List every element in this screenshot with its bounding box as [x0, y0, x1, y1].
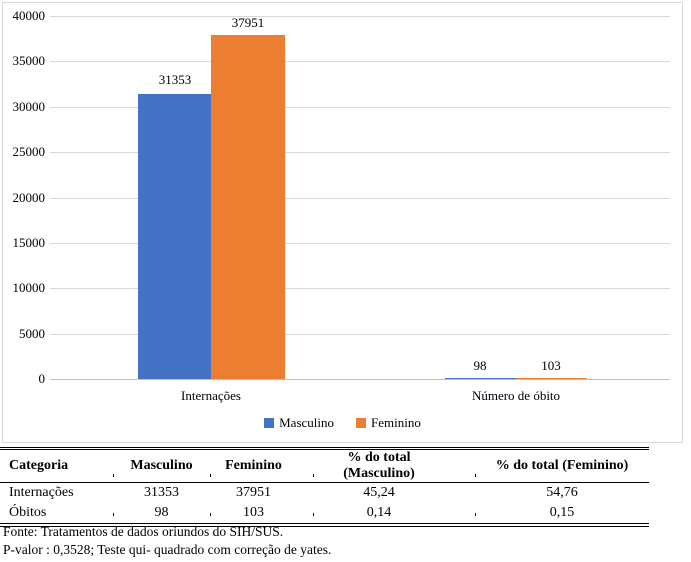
summary-table: Categoria Masculino Feminino % do total … [0, 447, 649, 527]
cell-categoria: Internações [9, 485, 74, 501]
column-divider-tick [113, 513, 114, 516]
y-axis-tick-label: 20000 [12, 190, 46, 205]
cell-value: 0,14 [366, 505, 392, 520]
header-pct-masculino: % do total (Masculino) [313, 448, 475, 483]
x-axis-line [50, 379, 670, 380]
column-divider-tick [475, 474, 476, 477]
category-label-internacoes: Internações [181, 388, 241, 403]
legend-label-feminino: Feminino [371, 415, 421, 430]
legend-label-masculino: Masculino [279, 415, 335, 430]
column-divider-tick [313, 513, 314, 516]
gridline [50, 152, 670, 153]
cell-categoria: Óbitos [9, 505, 47, 520]
header-masculino: Masculino [113, 448, 210, 483]
plot-area: 31353 37951 98 103 Internações Número de… [50, 15, 670, 403]
cell-value: 45,24 [363, 485, 395, 501]
data-label-masculino-internacoes: 31353 [158, 72, 192, 87]
column-divider-tick [210, 513, 211, 516]
gridline [50, 288, 670, 289]
y-axis-tick-label: 25000 [12, 144, 46, 159]
legend-swatch-feminino-icon [356, 418, 367, 428]
header-feminino: Feminino [210, 448, 313, 483]
y-axis-tick-label: 0 [38, 371, 46, 386]
gridline [50, 334, 670, 335]
column-divider-tick [210, 474, 211, 477]
footer-notes: Fonte: Tratamentos de dados oriundos do … [3, 523, 331, 559]
column-divider-tick [475, 513, 476, 516]
column-divider-tick [313, 474, 314, 477]
y-axis-tick-label: 15000 [12, 235, 46, 250]
gridline [50, 61, 670, 62]
bar-feminino-numero-de-obito [516, 378, 587, 379]
bar-masculino-internacoes [138, 94, 211, 379]
data-label-feminino-internacoes: 37951 [231, 15, 265, 30]
cell-value: 37951 [236, 485, 271, 501]
header-pct-feminino: % do total (Feminino) [475, 448, 649, 483]
footer-pvalue: P-valor : 0,3528; Teste qui- quadrado co… [3, 542, 332, 557]
cell-value: 0,15 [549, 505, 575, 520]
gridline [50, 107, 670, 108]
y-axis-tick-label: 40000 [12, 8, 46, 23]
legend-item-feminino: Feminino [356, 415, 421, 431]
bar-masculino-numero-de-obito [445, 378, 516, 379]
y-axis-tick-label: 30000 [12, 99, 46, 114]
header-categoria: Categoria [0, 448, 113, 483]
table-row-internacoes: Internações 31353 37951 45,24 54,76 [0, 483, 649, 504]
cell-value: 54,76 [546, 485, 578, 501]
legend-item-masculino: Masculino [264, 415, 334, 431]
footer-source: Fonte: Tratamentos de dados oriundos do … [3, 524, 284, 539]
bar-feminino-internacoes [211, 35, 285, 379]
table-row-obitos: Óbitos 98 103 0,14 0,15 [0, 504, 649, 525]
table-header-row: Categoria Masculino Feminino % do total … [0, 448, 649, 483]
y-axis-tick-label: 35000 [12, 53, 46, 68]
cell-value: 103 [243, 505, 264, 520]
column-divider-tick [113, 474, 114, 477]
y-axis-tick-label: 5000 [19, 326, 45, 341]
legend-swatch-masculino-icon [264, 418, 275, 428]
gridline [50, 198, 670, 199]
cell-value: 31353 [144, 485, 179, 501]
gridline [50, 243, 670, 244]
data-label-masculino-numero-de-obito: 98 [473, 358, 487, 373]
gridline [50, 16, 670, 17]
data-label-feminino-numero-de-obito: 103 [541, 358, 561, 373]
cell-value: 98 [154, 505, 169, 520]
bar-chart: 40000 35000 30000 25000 20000 15000 1000… [2, 2, 683, 443]
y-axis-tick-label: 10000 [12, 280, 46, 295]
category-label-numero-de-obito: Número de óbito [471, 388, 561, 403]
chart-legend: Masculino Feminino [3, 415, 682, 431]
